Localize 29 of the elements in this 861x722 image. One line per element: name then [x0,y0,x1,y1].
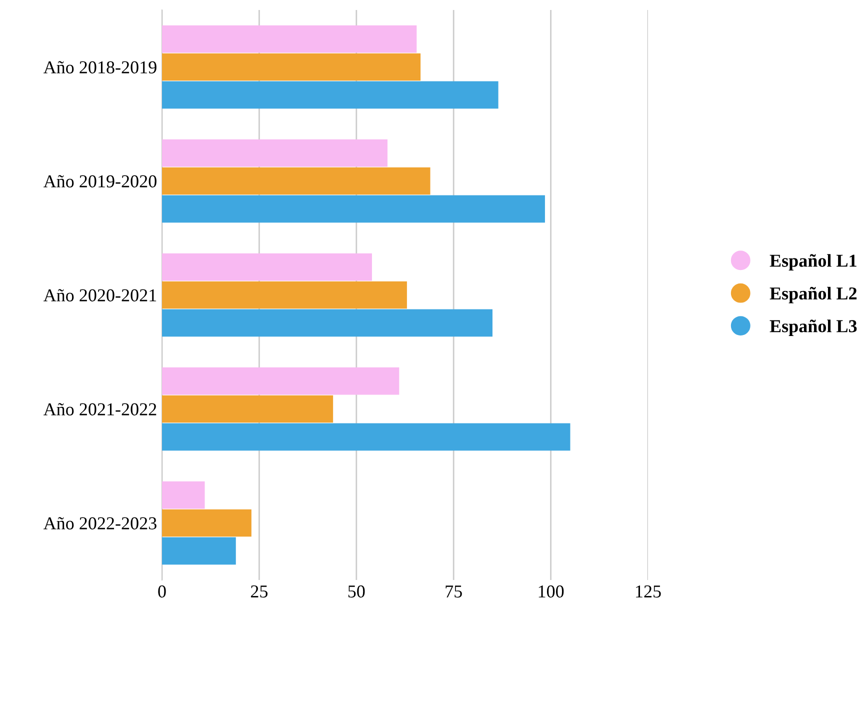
y-tick-label: Año 2021-2022 [43,403,156,416]
x-tick-label: 125 [636,585,661,598]
x-tick-label: 0 [158,585,166,598]
bar [162,167,430,195]
bar [162,81,498,109]
bar [162,253,372,281]
bar [162,423,570,451]
bar [162,281,407,309]
bar [162,395,334,423]
legend-label: Español L1 [770,254,856,271]
bar [162,195,545,223]
bar [162,509,252,537]
x-tick-label: 75 [446,586,462,598]
legend-label: Español L3 [770,320,857,336]
bar [162,367,400,395]
x-tick-label: 50 [348,585,365,598]
y-tick-label: Año 2022-2023 [43,517,156,530]
bar [162,53,421,81]
bar [162,481,205,509]
bar [162,537,236,565]
y-tick-label: Año 2020-2021 [43,289,156,302]
x-tick-label: 25 [250,585,268,598]
y-tick-label: Año 2019-2020 [43,175,156,188]
bar [162,309,492,337]
x-tick-label: 100 [538,585,564,598]
legend-label: Español L2 [770,286,857,304]
bar [162,139,388,167]
bar [162,25,417,53]
y-tick-label: Año 2018-2019 [43,61,156,74]
